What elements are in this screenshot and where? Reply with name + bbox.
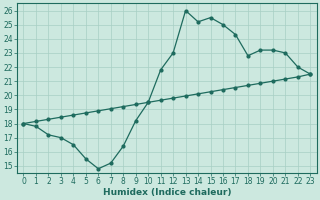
- X-axis label: Humidex (Indice chaleur): Humidex (Indice chaleur): [103, 188, 231, 197]
